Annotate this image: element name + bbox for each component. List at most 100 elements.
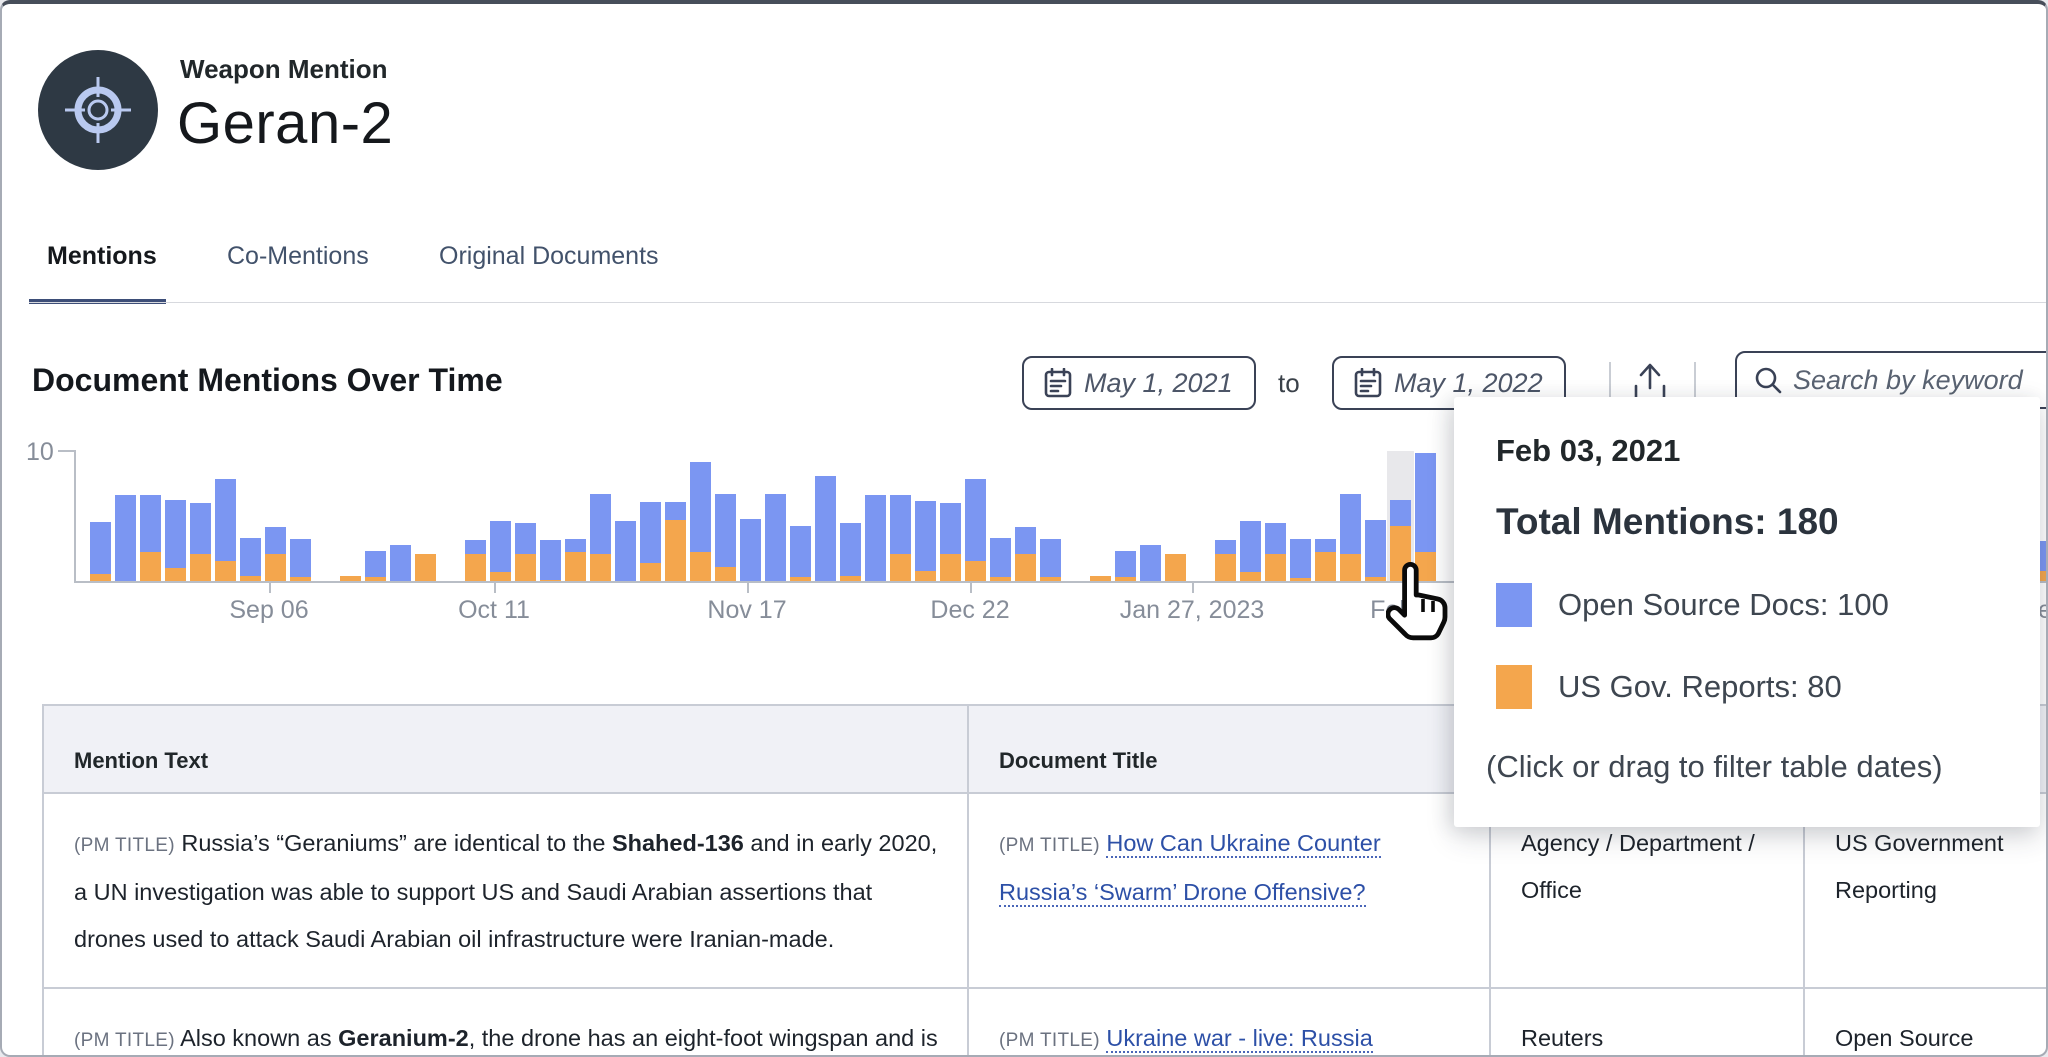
us-gov-bar-segment[interactable] [990,577,1011,581]
open-source-bar-segment[interactable] [390,545,411,581]
open-source-bar-segment[interactable] [1415,453,1436,552]
us-gov-bar-segment[interactable] [1265,554,1286,581]
us-gov-bar-segment[interactable] [1315,552,1336,581]
us-gov-bar-segment[interactable] [715,567,736,581]
us-gov-bar-segment[interactable] [140,552,161,581]
open-source-bar-segment[interactable] [215,479,236,561]
open-source-bar-segment[interactable] [1290,539,1311,578]
us-gov-bar-segment[interactable] [90,574,111,581]
us-gov-bar-segment[interactable] [1090,576,1111,581]
document-link[interactable]: How Can Ukraine Counter Russia’s ‘Swarm’… [999,830,1381,907]
us-gov-bar-segment[interactable] [2038,571,2046,581]
us-gov-bar-segment[interactable] [165,568,186,581]
open-source-bar-segment[interactable] [1390,500,1411,526]
us-gov-bar-segment[interactable] [415,554,436,581]
open-source-bar-segment[interactable] [840,523,861,576]
us-gov-bar-segment[interactable] [565,552,586,581]
us-gov-bar-segment[interactable] [1215,554,1236,581]
open-source-bar-segment[interactable] [940,503,961,554]
open-source-bar-segment[interactable] [490,521,511,572]
open-source-bar-segment[interactable] [265,527,286,554]
us-gov-bar-segment[interactable] [1040,577,1061,581]
open-source-bar-segment[interactable] [115,495,136,581]
open-source-bar-segment[interactable] [890,495,911,554]
open-source-bar-segment[interactable] [515,523,536,554]
open-source-bar-segment[interactable] [965,479,986,561]
us-gov-bar-segment[interactable] [940,554,961,581]
open-source-bar-segment[interactable] [240,538,261,576]
us-gov-bar-segment[interactable] [340,576,361,581]
us-gov-bar-segment[interactable] [1115,577,1136,581]
tab-original-documents[interactable]: Original Documents [439,242,659,270]
us-gov-bar-segment[interactable] [890,554,911,581]
open-source-bar-segment[interactable] [1365,520,1386,577]
open-source-bar-segment[interactable] [565,539,586,552]
open-source-bar-segment[interactable] [365,551,386,577]
open-source-bar-segment[interactable] [190,503,211,554]
us-gov-bar-segment[interactable] [490,572,511,581]
us-gov-bar-segment[interactable] [265,554,286,581]
us-gov-bar-segment[interactable] [915,571,936,581]
x-axis-line [74,581,2046,583]
us-gov-bar-segment[interactable] [1365,577,1386,581]
us-gov-bar-segment[interactable] [215,561,236,581]
open-source-bar-segment[interactable] [665,502,686,520]
tab-mentions[interactable]: Mentions [47,242,157,270]
toolbar-separator [1694,362,1696,404]
us-gov-bar-segment[interactable] [590,554,611,581]
us-gov-bar-segment[interactable] [1015,554,1036,581]
document-link[interactable]: Ukraine war - live: Russia [1106,1025,1373,1053]
date-from-picker[interactable]: May 1, 2021 [1022,356,1256,410]
open-source-bar-segment[interactable] [690,462,711,552]
open-source-bar-segment[interactable] [140,495,161,552]
open-source-bar-segment[interactable] [465,540,486,554]
open-source-bar-segment[interactable] [90,522,111,574]
open-source-bar-segment[interactable] [990,538,1011,577]
us-gov-bar-segment[interactable] [640,563,661,581]
us-gov-bar-segment[interactable] [1340,554,1361,581]
open-source-bar-segment[interactable] [1015,527,1036,554]
open-source-bar-segment[interactable] [765,494,786,581]
us-gov-bar-segment[interactable] [190,554,211,581]
us-gov-bar-segment[interactable] [540,580,561,581]
open-source-bar-segment[interactable] [1140,545,1161,581]
search-input[interactable] [1793,364,2043,396]
us-gov-bar-segment[interactable] [1165,554,1186,581]
tooltip-total: Total Mentions: 180 [1496,501,1839,542]
open-source-bar-segment[interactable] [815,476,836,581]
open-source-bar-segment[interactable] [290,539,311,577]
open-source-bar-segment[interactable] [615,521,636,581]
open-source-bar-segment[interactable] [865,495,886,581]
open-source-bar-segment[interactable] [2038,541,2046,571]
open-source-bar-segment[interactable] [1315,539,1336,552]
us-gov-bar-segment[interactable] [1415,552,1436,581]
open-source-bar-segment[interactable] [1215,540,1236,554]
open-source-bar-segment[interactable] [590,494,611,554]
us-gov-bar-segment[interactable] [965,561,986,581]
us-gov-bar-segment[interactable] [240,576,261,581]
us-gov-bar-segment[interactable] [365,577,386,581]
us-gov-bar-segment[interactable] [290,577,311,581]
open-source-bar-segment[interactable] [1340,494,1361,554]
open-source-bar-segment[interactable] [1240,521,1261,572]
open-source-bar-segment[interactable] [740,519,761,581]
open-source-bar-segment[interactable] [640,502,661,563]
us-gov-bar-segment[interactable] [465,554,486,581]
us-gov-bar-segment[interactable] [840,576,861,581]
open-source-bar-segment[interactable] [540,540,561,580]
us-gov-bar-segment[interactable] [515,554,536,581]
open-source-bar-segment[interactable] [1040,539,1061,577]
us-gov-bar-segment[interactable] [665,520,686,581]
open-source-bar-segment[interactable] [790,526,811,577]
open-source-bar-segment[interactable] [715,494,736,567]
us-gov-bar-segment[interactable] [1290,578,1311,581]
tab-co-mentions[interactable]: Co-Mentions [227,242,369,270]
pm-title-tag: (PM TITLE) [999,835,1100,856]
open-source-bar-segment[interactable] [165,500,186,568]
open-source-bar-segment[interactable] [1265,523,1286,554]
open-source-bar-segment[interactable] [1115,551,1136,577]
us-gov-bar-segment[interactable] [690,552,711,581]
open-source-bar-segment[interactable] [915,501,936,571]
us-gov-bar-segment[interactable] [790,577,811,581]
us-gov-bar-segment[interactable] [1240,572,1261,581]
